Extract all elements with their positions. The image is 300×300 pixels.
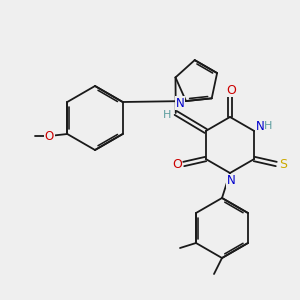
Text: O: O bbox=[172, 158, 182, 172]
Text: H: H bbox=[264, 121, 272, 131]
Text: O: O bbox=[226, 83, 236, 97]
Text: N: N bbox=[176, 97, 184, 110]
Text: S: S bbox=[279, 158, 287, 172]
Text: N: N bbox=[226, 175, 236, 188]
Text: H: H bbox=[163, 110, 171, 120]
Text: N: N bbox=[256, 119, 265, 133]
Text: O: O bbox=[45, 130, 54, 142]
